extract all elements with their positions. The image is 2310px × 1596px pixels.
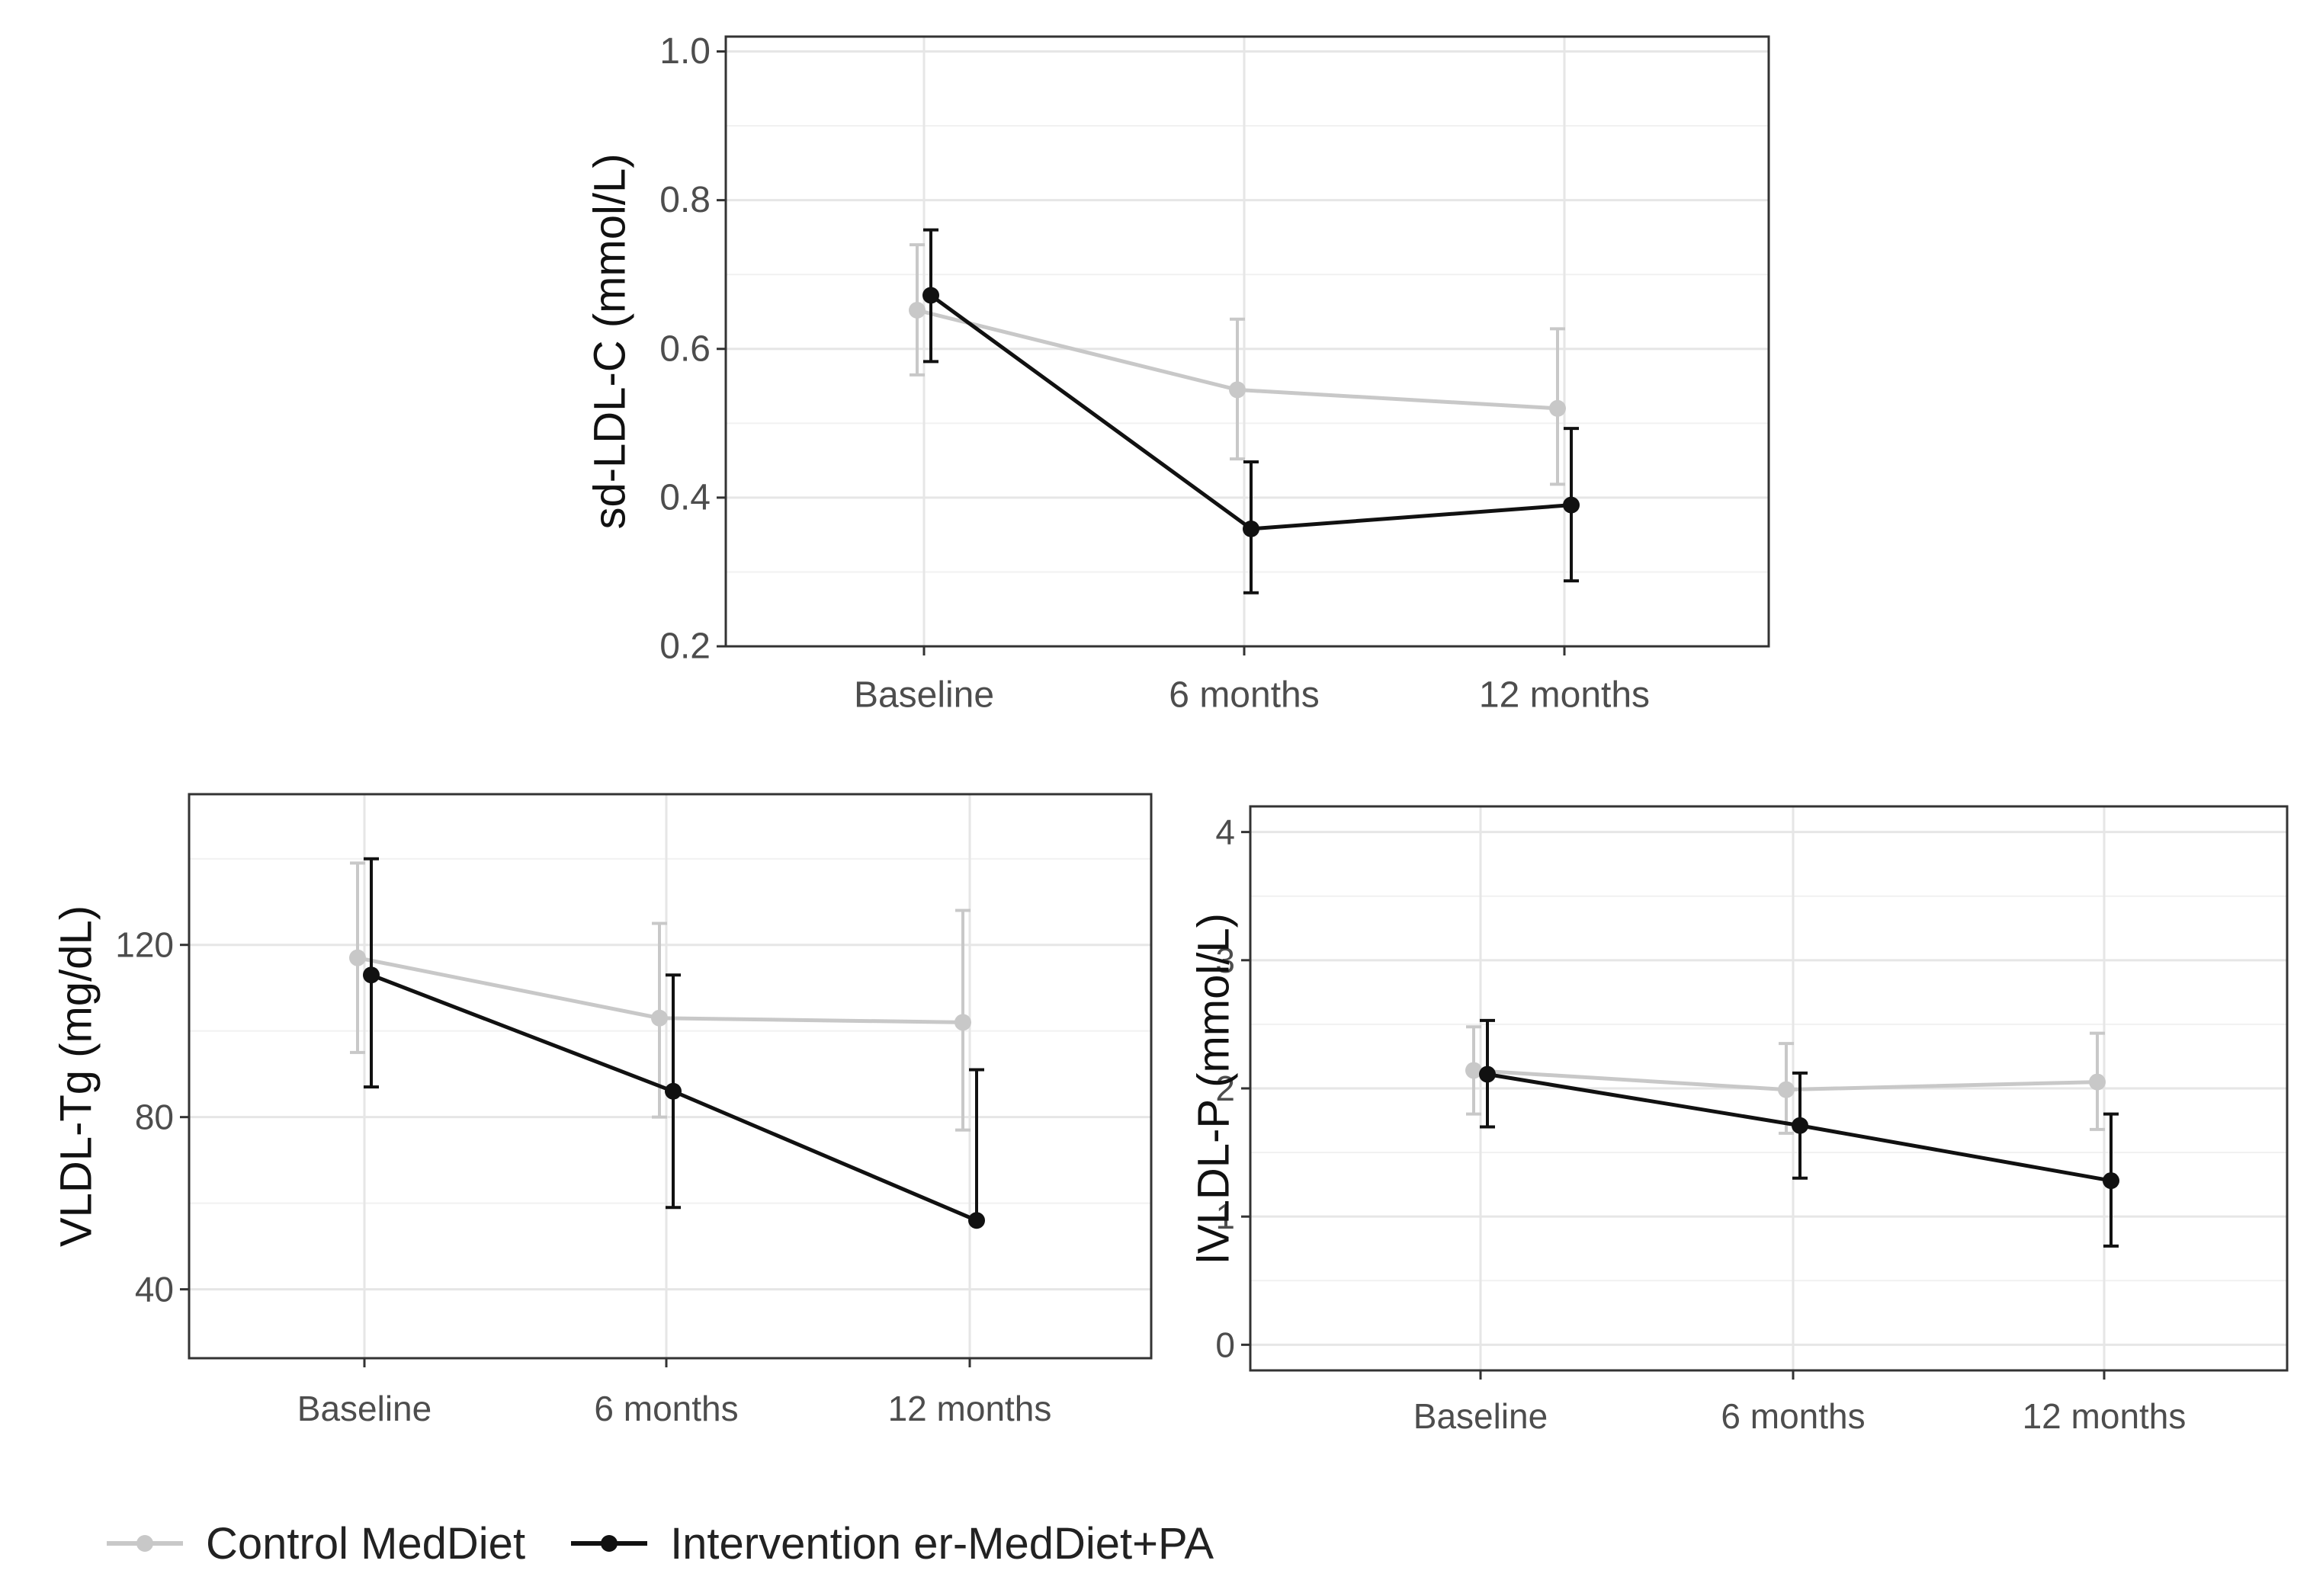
series-control: [349, 861, 971, 1132]
data-point-intervention: [2103, 1172, 2119, 1190]
y-tick-label: 0: [1215, 1325, 1235, 1364]
y-axis-title: VLDL-Tg (mg/dL): [52, 905, 101, 1247]
series-control: [909, 243, 1566, 486]
chart-panel-bottom-right: 0 1 2 3 4 Baseline 6 months 12 months lVLDL-P (m…: [1189, 805, 2289, 1436]
chart-panel-top: 0.2 0.4 0.6 0.8 1.0 Baseline 6 months 12 months…: [586, 31, 1770, 716]
legend-label-intervention: Intervention er-MedDiet+PA: [670, 1518, 1214, 1569]
x-tick-label: 12 months: [888, 1389, 1052, 1428]
data-point-control: [909, 302, 926, 319]
y-tick-label: 1.0: [659, 31, 711, 72]
series-intervention: [922, 228, 1580, 594]
y-tick-label: 4: [1215, 812, 1235, 852]
legend-label-control: Control MedDiet: [206, 1518, 526, 1569]
series-control: [1465, 1025, 2106, 1135]
y-tick-label: 0.4: [659, 477, 711, 518]
y-tick-label: 80: [135, 1098, 174, 1137]
data-point-intervention: [1479, 1066, 1496, 1083]
legend-key-control: [107, 1535, 183, 1552]
data-point-intervention: [1563, 496, 1580, 514]
data-point-intervention: [968, 1212, 985, 1229]
y-tick-label: 0.8: [659, 180, 711, 220]
data-point-control: [349, 949, 366, 966]
panel-border: [188, 793, 1153, 1360]
data-point-intervention: [1792, 1117, 1808, 1134]
data-point-control: [1549, 399, 1566, 417]
x-tick-label: 6 months: [1169, 675, 1319, 716]
y-tick-label: 40: [135, 1270, 174, 1309]
data-point-control: [2089, 1073, 2106, 1091]
x-tick-label: 6 months: [1721, 1396, 1865, 1436]
legend: Control MedDiet Intervention er-MedDiet+…: [107, 1513, 1214, 1574]
panel-border: [724, 35, 1770, 648]
chart-panel-bottom-left: 40 80 120 Baseline 6 months 12 months VLDL-Tg …: [52, 793, 1153, 1428]
y-axis-title: lVLDL-P (mmol/L): [1189, 913, 1239, 1264]
data-point-intervention: [363, 966, 380, 984]
data-point-control: [1778, 1081, 1795, 1098]
y-tick-label: 2: [1215, 1069, 1235, 1108]
data-point-control: [954, 1014, 971, 1031]
data-point-control: [1229, 381, 1246, 399]
legend-key-intervention: [571, 1535, 648, 1552]
data-point-intervention: [922, 287, 939, 304]
x-tick-label: Baseline: [854, 675, 994, 716]
x-tick-label: Baseline: [297, 1389, 432, 1428]
y-tick-label: 3: [1215, 941, 1235, 980]
y-tick-label: 0.6: [659, 328, 711, 369]
data-point-control: [651, 1009, 668, 1027]
y-tick-label: 0.2: [659, 627, 711, 667]
x-tick-label: 12 months: [1479, 675, 1650, 716]
series-intervention: [1479, 1018, 2119, 1248]
data-point-control: [1465, 1062, 1482, 1079]
data-point-intervention: [665, 1082, 682, 1100]
series-intervention: [363, 857, 985, 1229]
legend-item-intervention: Intervention er-MedDiet+PA: [571, 1518, 1214, 1569]
y-tick-label: 1: [1215, 1197, 1235, 1236]
y-tick-label: 120: [115, 925, 174, 965]
y-axis-title: sd-LDL-C (mmol/L): [586, 153, 635, 529]
x-tick-label: 12 months: [2023, 1396, 2186, 1436]
x-tick-label: 6 months: [594, 1389, 738, 1428]
data-point-intervention: [1243, 520, 1259, 537]
legend-item-control: Control MedDiet: [107, 1518, 525, 1569]
x-tick-label: Baseline: [1413, 1396, 1548, 1436]
